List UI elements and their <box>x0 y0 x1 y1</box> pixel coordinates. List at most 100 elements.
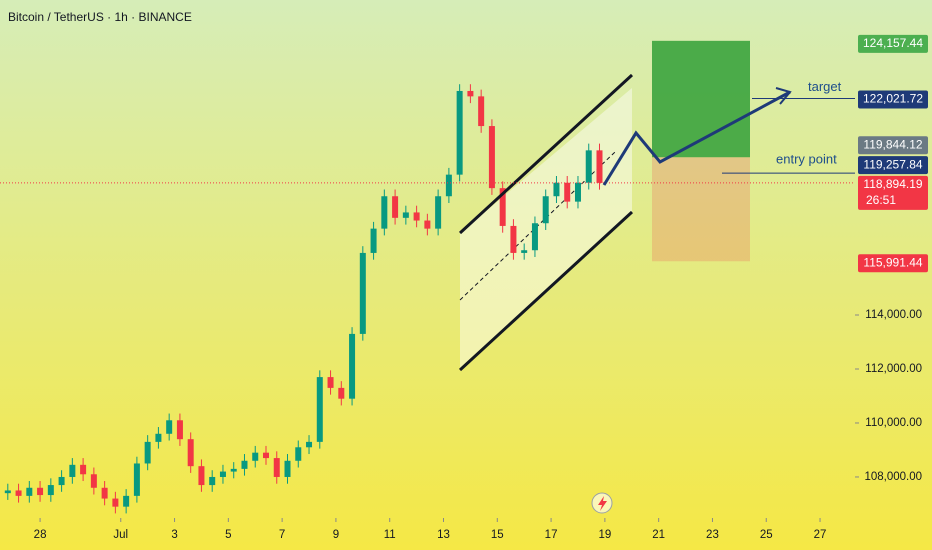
x-tick-label: 17 <box>545 529 558 541</box>
candle-body <box>47 485 54 496</box>
arrow-head <box>775 87 792 105</box>
candle-body <box>209 476 216 486</box>
candle-body <box>198 466 205 486</box>
candle-body <box>531 223 538 251</box>
candle-body <box>467 90 474 97</box>
x-tick-label: 19 <box>598 529 611 541</box>
candle-body <box>252 452 259 461</box>
candle-body <box>413 212 420 221</box>
candle-body <box>144 441 151 464</box>
price-label: 119,257.84 <box>863 157 922 171</box>
x-tick-label: 23 <box>706 529 719 541</box>
candle-body <box>564 182 571 202</box>
x-tick-label: 11 <box>384 529 396 541</box>
candle-body <box>488 126 495 189</box>
x-tick-label: 21 <box>652 529 665 541</box>
candle-body <box>241 460 248 469</box>
candle-body <box>327 377 334 388</box>
candle-body <box>133 463 140 496</box>
candle-body <box>262 452 269 459</box>
y-tick-label: 110,000.00 <box>865 417 922 429</box>
candle-body <box>273 458 280 477</box>
candle-body <box>295 447 302 461</box>
price-label-bg <box>858 156 928 175</box>
annotation: target <box>808 79 842 94</box>
candle-body <box>478 96 485 127</box>
candle-body <box>187 439 194 467</box>
candle-body <box>542 196 549 224</box>
x-tick-label: 27 <box>814 529 827 541</box>
icon-bolt[interactable] <box>598 496 607 511</box>
price-label: 124,157.44 <box>863 36 923 50</box>
price-label-bg <box>858 254 928 273</box>
candle-body <box>574 182 581 202</box>
price-label-bg <box>858 175 928 210</box>
x-tick-label: Jul <box>113 529 128 541</box>
y-tick-label: 114,000.00 <box>865 309 922 321</box>
x-tick-label: 9 <box>333 529 339 541</box>
x-tick-label: 7 <box>279 529 285 541</box>
chart-title: Bitcoin / TetherUS · 1h · BINANCE <box>8 10 192 24</box>
candle-body <box>101 487 108 499</box>
candle-body <box>26 487 33 496</box>
candle-body <box>456 90 463 175</box>
channel-lower <box>458 210 634 372</box>
price-label: 118,894.19 <box>863 177 922 191</box>
candle-body <box>596 150 603 183</box>
price-label-bg <box>858 34 928 53</box>
candle-body <box>424 220 431 229</box>
candle-body <box>510 225 517 253</box>
candle-body <box>392 196 399 218</box>
candle-body <box>521 250 528 253</box>
candle-body <box>316 377 323 442</box>
candle-body <box>306 441 313 448</box>
price-label-bg <box>858 136 928 155</box>
price-label: 122,021.72 <box>863 92 923 106</box>
candle-body <box>176 420 183 440</box>
candles <box>4 84 603 514</box>
countdown: 26:51 <box>866 193 896 207</box>
candle-body <box>58 476 65 486</box>
candle-body <box>585 150 592 183</box>
x-tick-label: 13 <box>437 529 450 541</box>
channel-upper <box>458 73 634 235</box>
x-tick-label: 3 <box>171 529 177 541</box>
projection-arrow <box>602 90 791 186</box>
overlay <box>0 40 855 262</box>
candle-body <box>284 460 291 477</box>
x-tick-label: 28 <box>34 529 47 541</box>
y-tick-label: 112,000.00 <box>865 363 922 375</box>
candle-body <box>112 498 119 507</box>
candle-body <box>219 471 226 477</box>
price-label: 119,844.12 <box>863 137 922 151</box>
candle-body <box>37 487 44 496</box>
stop-zone <box>652 157 750 262</box>
candle-body <box>166 420 173 434</box>
candle-body <box>445 174 452 197</box>
candle-body <box>381 196 388 229</box>
y-tick-label: 108,000.00 <box>864 471 922 483</box>
candle-body <box>370 228 377 253</box>
candle-body <box>15 490 22 496</box>
candle-body <box>69 464 76 477</box>
candle-body <box>553 182 560 197</box>
candle-body <box>349 333 356 399</box>
candle-body <box>230 468 237 472</box>
candle-body <box>402 212 409 218</box>
candle-body <box>359 252 366 334</box>
price-label: 115,991.44 <box>863 255 922 269</box>
candle-body <box>155 433 162 442</box>
profit-zone <box>652 40 750 158</box>
replay-icon[interactable] <box>591 492 613 514</box>
candle-body <box>338 387 345 399</box>
x-tick-label: 5 <box>225 529 231 541</box>
candle-body <box>123 495 130 507</box>
x-tick-label: 15 <box>491 529 504 541</box>
x-tick-label: 25 <box>760 529 773 541</box>
candle-body <box>80 464 87 475</box>
price-label-bg <box>858 90 928 109</box>
candle-body <box>499 188 506 226</box>
candle-body <box>4 490 11 494</box>
